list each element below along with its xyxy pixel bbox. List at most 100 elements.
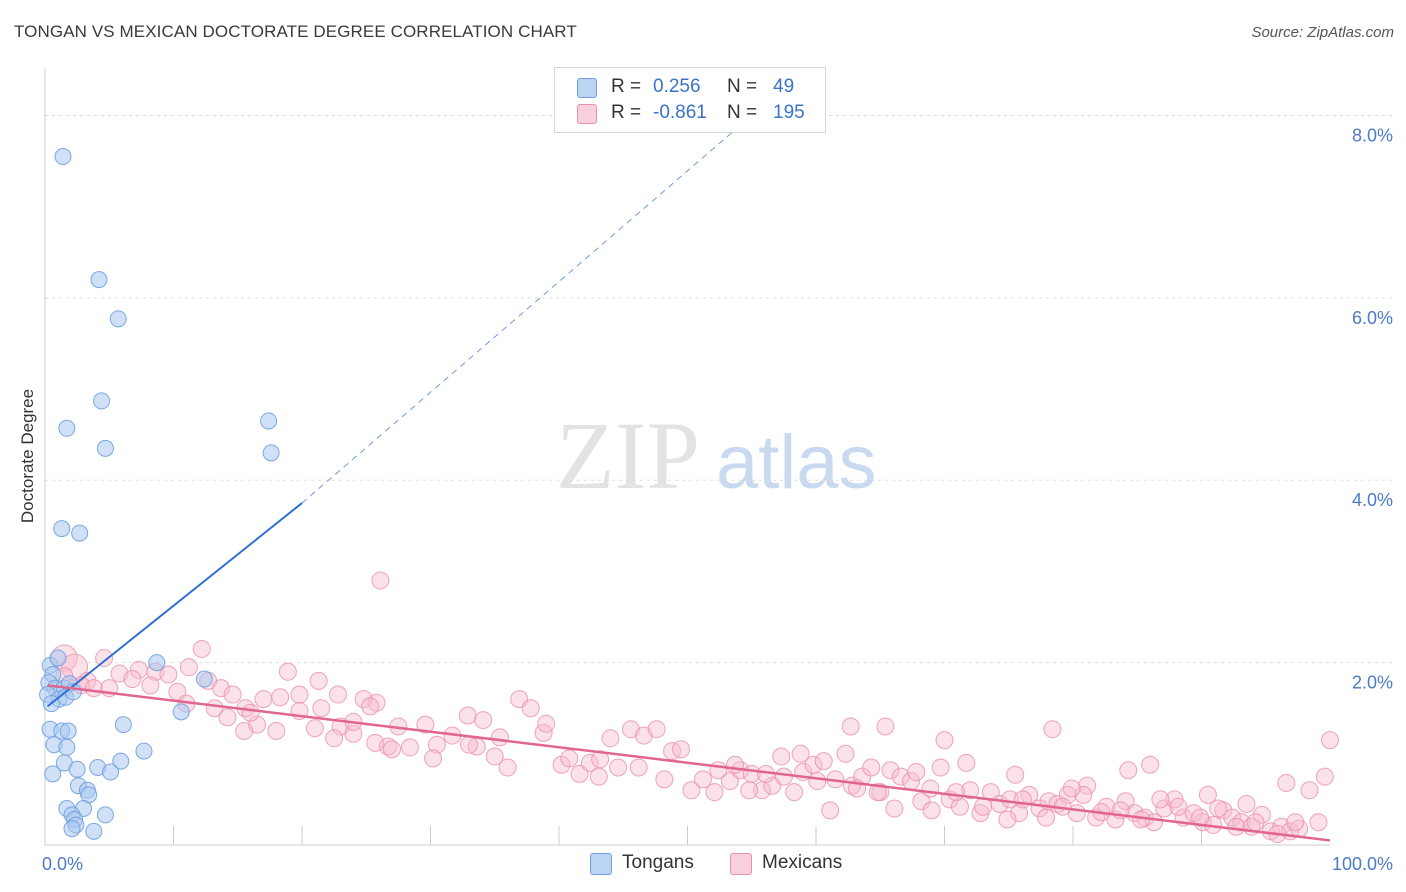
- mexican-point: [95, 649, 114, 668]
- mexican-point: [629, 758, 648, 777]
- mexican-points: [50, 571, 1339, 844]
- mexican-trend-line: [47, 684, 1331, 842]
- mexican-point: [179, 658, 198, 677]
- tongan-point: [90, 271, 108, 289]
- legend-r-label: R =: [611, 102, 642, 123]
- mexican-point: [774, 767, 793, 786]
- mexican-point: [1286, 813, 1305, 832]
- tongan-point: [44, 765, 62, 783]
- mexican-point: [290, 685, 309, 704]
- mexican-point: [490, 728, 509, 747]
- mexican-point: [521, 699, 540, 718]
- tongan-point: [112, 752, 130, 770]
- mexican-point: [591, 750, 610, 769]
- mexican-point: [1169, 797, 1188, 816]
- watermark-atlas: atlas: [716, 420, 877, 505]
- mexican-point: [552, 755, 571, 774]
- tongan-point: [195, 670, 213, 688]
- mexican-point: [663, 742, 682, 761]
- mexican-point: [382, 740, 401, 759]
- mexican-point: [947, 783, 966, 802]
- mexican-point: [693, 770, 712, 789]
- mexican-point: [1013, 790, 1032, 809]
- source-label: Source: ZipAtlas.com: [1251, 24, 1394, 41]
- bottom-legend-label-mexicans: Mexicans: [762, 852, 843, 873]
- mexican-point: [485, 747, 504, 766]
- watermark: ZIP atlas: [556, 402, 877, 509]
- mexican-point: [427, 735, 446, 754]
- mexican-point: [271, 688, 290, 707]
- mexican-point: [141, 676, 160, 695]
- mexican-point: [720, 772, 739, 791]
- legend-n-label: N =: [727, 76, 758, 97]
- mexican-point: [580, 753, 599, 772]
- mexican-point: [1321, 731, 1339, 750]
- mexican-point: [400, 738, 419, 757]
- legend-n-value-tongan: 49: [773, 76, 795, 97]
- mexican-point: [1037, 808, 1056, 827]
- y-tick-label: 2.0%: [1352, 673, 1393, 693]
- tongan-points: [39, 148, 280, 840]
- mexican-point: [1184, 804, 1203, 823]
- mexican-point: [84, 679, 103, 698]
- mexican-point: [361, 697, 380, 716]
- mexican-point: [808, 772, 827, 791]
- mexican-point: [159, 665, 178, 684]
- mexican-point: [1315, 767, 1334, 786]
- mexican-point: [868, 783, 887, 802]
- mexican-point: [1246, 813, 1265, 832]
- tongan-point: [63, 820, 81, 838]
- mexican-point: [682, 781, 701, 800]
- mexican-point: [1155, 799, 1174, 818]
- bottom-legend-label-tongans: Tongans: [622, 852, 694, 873]
- watermark-zip: ZIP: [556, 402, 700, 509]
- y-tick-label: 8.0%: [1352, 125, 1393, 145]
- mexican-point: [912, 792, 931, 811]
- mexican-point: [961, 781, 980, 800]
- legend-r-value-tongan: 0.256: [653, 76, 701, 97]
- chart-title: TONGAN VS MEXICAN DOCTORATE DEGREE CORRE…: [14, 22, 577, 41]
- mexican-point: [1209, 799, 1228, 818]
- bottom-legend-swatch-tongans: [590, 853, 612, 875]
- mexican-point: [371, 571, 390, 590]
- mexican-point: [1252, 805, 1271, 824]
- tongan-point: [58, 738, 76, 756]
- mexican-point: [1074, 785, 1093, 804]
- mexican-point: [931, 758, 950, 777]
- tongan-point: [93, 392, 111, 410]
- mexican-point: [312, 699, 331, 718]
- tongan-point: [49, 649, 67, 667]
- legend-r-label: R =: [611, 76, 642, 97]
- mexican-point: [1151, 790, 1170, 809]
- tongan-trend-line: [46, 502, 303, 708]
- mexican-point: [218, 708, 237, 727]
- bottom-legend-swatch-mexicans: [730, 853, 752, 875]
- mexican-point: [460, 735, 479, 754]
- mexican-point: [1191, 808, 1210, 827]
- mexican-point: [1119, 761, 1138, 780]
- tongan-point: [109, 310, 127, 328]
- mexican-point: [974, 797, 993, 816]
- mexican-point: [740, 781, 759, 800]
- mexican-point: [836, 744, 855, 763]
- mexican-point: [609, 758, 628, 777]
- tongan-point: [71, 524, 89, 542]
- mexican-point: [474, 711, 493, 730]
- mexican-point: [1300, 781, 1319, 800]
- tongan-point: [102, 763, 120, 781]
- mexican-point: [1223, 808, 1242, 827]
- mexican-point: [1227, 817, 1246, 836]
- tongan-point: [260, 412, 278, 430]
- mexican-point: [570, 764, 589, 783]
- mexican-point: [814, 752, 833, 771]
- mexican-point: [791, 744, 810, 763]
- y-axis-label: Doctorate Degree: [18, 389, 37, 523]
- mexican-point: [655, 770, 674, 789]
- mexican-point: [1001, 790, 1020, 809]
- mexican-point: [935, 731, 954, 750]
- tongan-point: [96, 439, 114, 457]
- tongan-point: [68, 760, 86, 778]
- mexican-point: [1237, 794, 1256, 813]
- mexican-point: [416, 715, 435, 734]
